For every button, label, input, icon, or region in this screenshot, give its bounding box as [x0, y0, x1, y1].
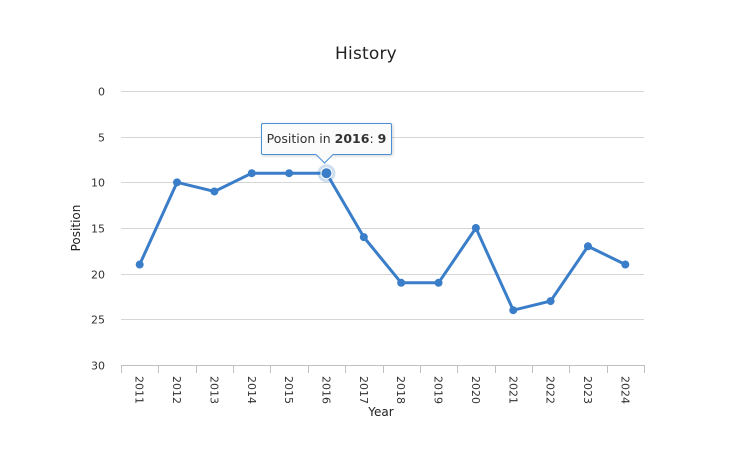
- tooltip-separator: :: [369, 131, 374, 146]
- x-tick-label: 2022: [544, 376, 557, 404]
- y-tick-label: 20: [91, 269, 105, 282]
- data-point: [359, 233, 368, 242]
- series-line: [138, 171, 627, 312]
- x-tick-label: 2011: [133, 376, 146, 404]
- tooltip-year: 2016: [334, 131, 370, 146]
- chart-title: History: [335, 44, 397, 64]
- y-tick-label: 0: [98, 86, 105, 99]
- x-tick-label: 2021: [506, 376, 519, 404]
- data-point: [509, 306, 518, 315]
- tooltip-value: 9: [377, 131, 387, 146]
- x-tick-label: 2017: [357, 376, 370, 404]
- data-point-highlighted: [320, 167, 333, 180]
- x-tick-label: 2019: [432, 376, 445, 404]
- tooltip-prefix: Position in: [266, 131, 331, 146]
- data-point: [546, 297, 555, 306]
- data-point: [621, 260, 630, 269]
- x-tick-label: 2023: [581, 376, 594, 404]
- y-tick-label: 10: [91, 177, 105, 190]
- x-tick-label: 2013: [207, 376, 220, 404]
- x-tick-label: 2014: [245, 376, 258, 404]
- data-point: [434, 278, 443, 287]
- data-point-tooltip: Position in 2016: 9: [261, 123, 392, 164]
- x-tick-label: 2018: [394, 376, 407, 404]
- x-axis-title: Year: [367, 405, 393, 419]
- x-tick-label: 2024: [618, 376, 631, 404]
- y-tick-label: 15: [91, 223, 105, 236]
- x-tick-label: 2020: [469, 376, 482, 404]
- data-point: [285, 169, 294, 178]
- data-point: [173, 178, 182, 187]
- data-point: [135, 260, 144, 269]
- y-tick-label: 25: [91, 314, 105, 327]
- y-tick-label: 5: [98, 132, 105, 145]
- data-point: [583, 242, 592, 251]
- x-tick-label: 2015: [282, 376, 295, 404]
- data-point: [471, 224, 480, 232]
- data-point: [397, 278, 406, 287]
- x-tick-label: 2012: [170, 376, 183, 404]
- data-point: [210, 187, 219, 196]
- y-tick-label: 30: [91, 360, 105, 373]
- y-axis-title: Position: [69, 205, 83, 252]
- x-tick-label: 2016: [319, 376, 332, 404]
- data-point: [247, 169, 256, 178]
